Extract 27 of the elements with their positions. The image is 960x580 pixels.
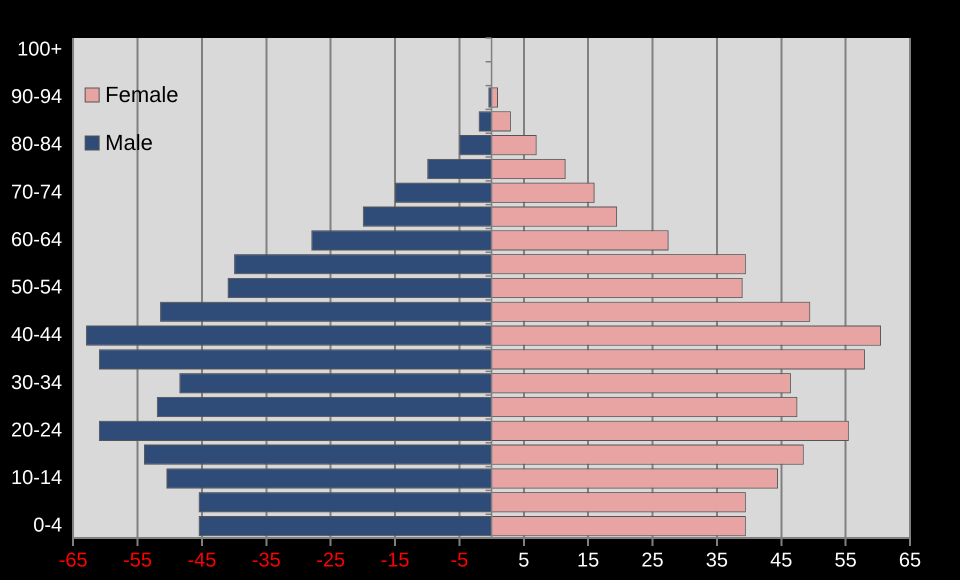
y-tick-label: 70-74 — [10, 181, 62, 204]
y-tick-label: 90-94 — [10, 86, 62, 108]
x-tick-label: -5 — [450, 550, 468, 572]
x-tick-label: -15 — [380, 550, 410, 572]
x-tick-label: 55 — [834, 550, 857, 572]
legend-label: Male — [105, 130, 153, 156]
x-tick-label: 5 — [518, 550, 530, 572]
y-tick-label: 60-64 — [10, 228, 62, 251]
x-tick-label: -65 — [58, 550, 88, 572]
y-tick-label: 40-44 — [10, 324, 62, 346]
x-tick-label: -25 — [316, 550, 346, 572]
y-tick-label: 20-24 — [10, 419, 62, 442]
x-tick-label: -35 — [252, 550, 281, 572]
y-tick-label: 100+ — [17, 38, 62, 60]
legend-label: Female — [105, 82, 179, 108]
x-tick-label: 45 — [770, 550, 792, 572]
x-tick-label: 15 — [577, 550, 600, 572]
y-tick-label: 80-84 — [10, 134, 62, 156]
x-tick-label: 25 — [641, 550, 664, 572]
y-tick-label: 50-54 — [10, 276, 62, 299]
x-tick-label: 35 — [706, 550, 728, 572]
y-tick-label: 0-4 — [33, 514, 62, 537]
x-tick-label: 65 — [898, 550, 922, 572]
x-tick-label: -45 — [187, 550, 216, 572]
x-tick-label: -55 — [123, 550, 152, 572]
y-tick-label: 30-34 — [10, 372, 62, 394]
y-tick-label: 10-14 — [10, 466, 62, 489]
